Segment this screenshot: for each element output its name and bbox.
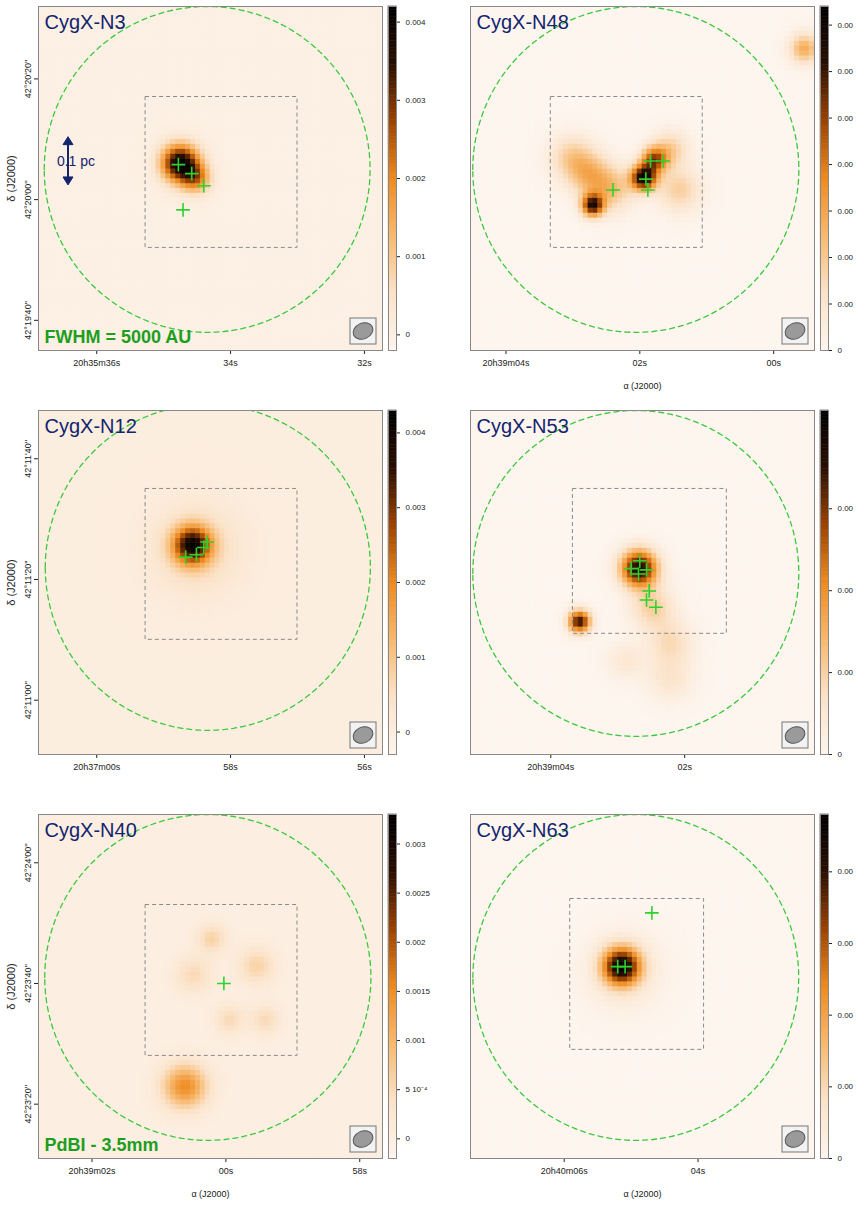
svg-text:0.003: 0.003	[406, 840, 427, 849]
svg-text:CygX-N53: CygX-N53	[477, 415, 569, 437]
svg-text:00s: 00s	[219, 1166, 234, 1176]
svg-text:42°20'20'': 42°20'20''	[23, 59, 33, 98]
svg-text:20h37m00s: 20h37m00s	[73, 762, 121, 772]
svg-text:0.004: 0.004	[406, 18, 427, 27]
svg-text:0.00: 0.00	[838, 253, 854, 262]
svg-text:0.00: 0.00	[838, 114, 854, 123]
svg-text:42°11'40'': 42°11'40''	[23, 439, 33, 477]
svg-text:20h39m04s: 20h39m04s	[482, 358, 530, 368]
svg-text:42°11'00'': 42°11'00''	[23, 681, 33, 719]
svg-text:0.003: 0.003	[406, 503, 427, 512]
svg-text:CygX-N3: CygX-N3	[45, 11, 126, 33]
svg-text:CygX-N40: CygX-N40	[45, 819, 137, 841]
svg-text:20h35m36s: 20h35m36s	[73, 358, 121, 368]
svg-text:00s: 00s	[766, 358, 781, 368]
svg-text:δ (J2000): δ (J2000)	[5, 559, 17, 605]
svg-text:0.002: 0.002	[406, 578, 427, 587]
svg-text:0.002: 0.002	[406, 174, 427, 183]
svg-text:02s: 02s	[633, 358, 648, 368]
svg-text:PdBI - 3.5mm: PdBI - 3.5mm	[45, 1135, 159, 1155]
svg-text:0.00: 0.00	[838, 939, 854, 948]
svg-text:42°23'20'': 42°23'20''	[23, 1085, 33, 1124]
svg-text:0.00: 0.00	[838, 867, 854, 876]
svg-text:42°11'20'': 42°11'20''	[23, 560, 33, 598]
svg-text:32s: 32s	[357, 358, 372, 368]
svg-text:δ (J2000): δ (J2000)	[5, 963, 17, 1009]
svg-text:0: 0	[406, 330, 411, 339]
svg-text:CygX-N48: CygX-N48	[477, 11, 569, 33]
svg-text:20h39m04s: 20h39m04s	[527, 762, 575, 772]
svg-text:CygX-N63: CygX-N63	[477, 819, 569, 841]
svg-text:58s: 58s	[223, 762, 238, 772]
svg-text:0.002: 0.002	[406, 938, 427, 947]
svg-text:0.003: 0.003	[406, 96, 427, 105]
svg-text:CygX-N12: CygX-N12	[45, 415, 137, 437]
svg-text:20h40m06s: 20h40m06s	[541, 1166, 589, 1176]
svg-text:0.00: 0.00	[838, 504, 854, 513]
svg-text:0: 0	[838, 346, 843, 355]
svg-text:0.004: 0.004	[406, 428, 427, 437]
svg-text:0.00: 0.00	[838, 668, 854, 677]
svg-text:α (J2000): α (J2000)	[623, 1189, 661, 1199]
svg-text:04s: 04s	[691, 1166, 706, 1176]
svg-text:42°24'00'': 42°24'00''	[23, 843, 33, 882]
svg-text:0.001: 0.001	[406, 252, 427, 261]
svg-text:0.00: 0.00	[838, 67, 854, 76]
svg-text:0.001: 0.001	[406, 1036, 427, 1045]
svg-text:0.00: 0.00	[838, 300, 854, 309]
svg-text:42°23'40'': 42°23'40''	[23, 964, 33, 1003]
svg-text:42°19'40'': 42°19'40''	[23, 301, 33, 340]
svg-text:0.001: 0.001	[406, 653, 427, 662]
svg-text:02s: 02s	[677, 762, 692, 772]
svg-text:34s: 34s	[223, 358, 238, 368]
svg-text:0.00: 0.00	[838, 160, 854, 169]
svg-text:0.00: 0.00	[838, 207, 854, 216]
svg-text:0: 0	[406, 1134, 411, 1143]
svg-text:α (J2000): α (J2000)	[623, 381, 661, 391]
svg-text:0: 0	[838, 1154, 843, 1163]
svg-text:5 10⁻⁴: 5 10⁻⁴	[406, 1085, 429, 1094]
svg-text:0.00: 0.00	[838, 1011, 854, 1020]
svg-text:0: 0	[406, 728, 411, 737]
svg-text:20h39m02s: 20h39m02s	[69, 1166, 117, 1176]
svg-text:58s: 58s	[352, 1166, 367, 1176]
svg-text:0.0015: 0.0015	[406, 987, 431, 996]
svg-text:0.1 pc: 0.1 pc	[57, 153, 95, 169]
svg-text:α (J2000): α (J2000)	[191, 1189, 229, 1199]
svg-text:0: 0	[838, 750, 843, 759]
svg-text:0.0025: 0.0025	[406, 889, 431, 898]
svg-text:42°20'00'': 42°20'00''	[23, 180, 33, 219]
svg-text:0.00: 0.00	[838, 21, 854, 30]
svg-text:0.00: 0.00	[838, 1082, 854, 1091]
svg-text:FWHM = 5000 AU: FWHM = 5000 AU	[45, 327, 192, 347]
svg-text:56s: 56s	[357, 762, 372, 772]
svg-text:0.00: 0.00	[838, 586, 854, 595]
svg-text:δ (J2000): δ (J2000)	[5, 155, 17, 201]
